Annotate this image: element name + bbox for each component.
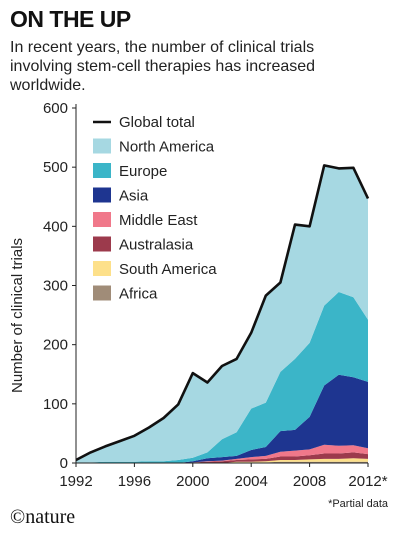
y-tick-label: 100	[43, 396, 68, 413]
x-tick-label: 2000	[176, 473, 209, 490]
legend-label-global-total: Global total	[119, 114, 195, 131]
global-total-line	[75, 164, 370, 462]
area-middle-east	[76, 444, 368, 463]
y-tick-label: 300	[43, 278, 68, 295]
area-north-america	[76, 165, 368, 463]
legend-swatch-europe	[93, 163, 111, 178]
y-axis-label: Number of clinical trials	[9, 238, 26, 393]
legend-label-europe: Europe	[119, 163, 167, 180]
legend-label-south-america: South America	[119, 261, 217, 278]
legend-label-middle-east: Middle East	[119, 212, 198, 229]
partial-data-footnote: *Partial data	[328, 498, 388, 510]
legend-label-north-america: North America	[119, 139, 215, 156]
nature-logo: ©nature	[10, 506, 76, 528]
legend-swatch-north-america	[93, 138, 111, 154]
y-tick-label: 600	[43, 100, 68, 117]
x-tick-label: 1992	[59, 473, 92, 490]
legend-swatch-south-america	[93, 261, 111, 276]
legend-swatch-middle-east	[93, 212, 111, 227]
y-tick-label: 200	[43, 337, 68, 354]
y-tick-label: 500	[43, 159, 68, 176]
legend-label-australasia: Australasia	[119, 237, 194, 254]
x-tick-label: 2008	[293, 473, 326, 490]
area-south-america	[76, 458, 368, 463]
x-tick-label: 2012*	[348, 473, 387, 490]
legend-swatch-asia	[93, 187, 111, 203]
legend-swatch-australasia	[93, 236, 111, 252]
area-europe	[76, 292, 368, 463]
area-australasia	[76, 452, 368, 463]
chart-subtitle: In recent years, the number of clinical …	[10, 39, 316, 94]
area-asia	[76, 374, 368, 463]
y-tick-label: 400	[43, 218, 68, 235]
legend-label-africa: Africa	[119, 286, 158, 303]
legend-swatch-africa	[93, 285, 111, 301]
legend-label-asia: Asia	[119, 188, 149, 205]
chart-title: ON THE UP	[10, 6, 131, 32]
x-tick-label: 2004	[235, 473, 268, 490]
x-tick-label: 1996	[118, 473, 151, 490]
y-tick-label: 0	[60, 455, 68, 472]
